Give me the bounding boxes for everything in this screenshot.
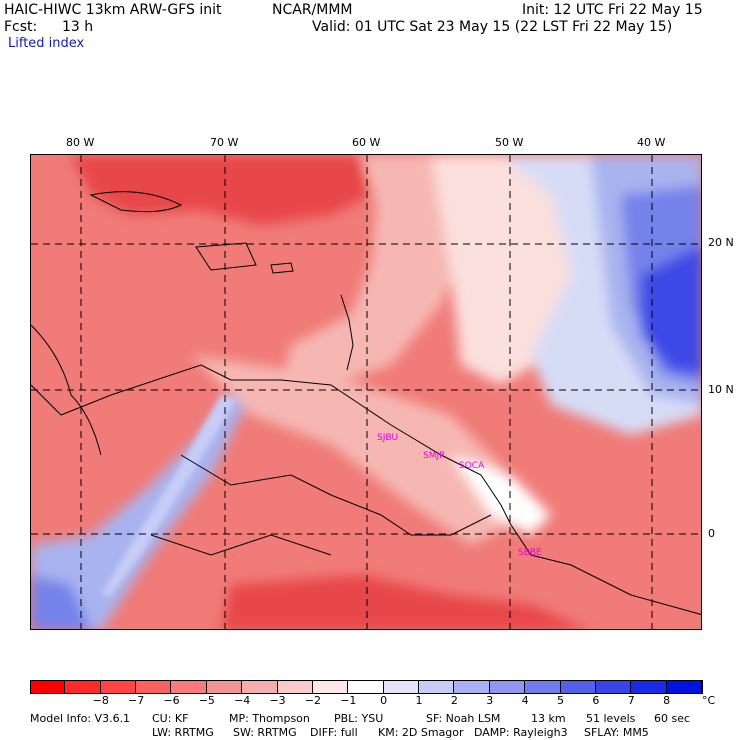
colorbar-cell [206, 681, 243, 693]
lat-label-20n: 20 N [708, 236, 734, 249]
footer-pbl: PBL: YSU [334, 712, 384, 725]
colorbar-cell [383, 681, 420, 693]
lat-lon-grid [31, 155, 701, 629]
footer-cu: CU: KF [152, 712, 189, 725]
model-title: HAIC-HIWC 13km ARW-GFS init [4, 2, 222, 18]
lon-label-60w: 60 W [352, 136, 381, 149]
footer-diff: DIFF: full [310, 726, 358, 739]
colorbar-tick-label: 2 [450, 694, 458, 707]
lon-label-80w: 80 W [66, 136, 95, 149]
colorbar-cell [277, 681, 313, 693]
colorbar-tick-label: 0 [380, 694, 388, 707]
colorbar-cell [666, 681, 702, 693]
pale-zone-b [191, 355, 511, 545]
colorbar-tick-label: −1 [340, 694, 357, 707]
footer-sw: SW: RRTMG [233, 726, 297, 739]
colorbar-cell [100, 681, 137, 693]
lon-label-70w: 70 W [210, 136, 239, 149]
deep-red-north [71, 155, 371, 225]
station-label: SBBE [518, 548, 542, 558]
colorbar-cell [631, 681, 667, 693]
colorbar-tick-label: −8 [92, 694, 109, 707]
south-america-north-coast [31, 364, 701, 615]
pale-zone-d [451, 455, 551, 535]
lat-label-10n: 10 N [708, 383, 734, 396]
forecast-hour: 13 h [62, 19, 94, 35]
colorbar-tick-label: −5 [198, 694, 215, 707]
footer-damp: DAMP: Rayleigh3 [474, 726, 568, 739]
colorbar-cell [171, 681, 207, 693]
footer-model-info: Model Info: V3.6.1 [30, 712, 131, 725]
colorbar-tick-label: 8 [663, 694, 671, 707]
colorbar-cell [136, 681, 172, 693]
colorbar-tick-label: 6 [592, 694, 600, 707]
cuba-coast [89, 191, 183, 213]
footer-mp: MP: Thompson [229, 712, 310, 725]
field-shading [31, 155, 701, 629]
colorbar-tick-label: 3 [486, 694, 494, 707]
lesser-antilles [340, 294, 354, 371]
colorbar-cell [65, 681, 101, 693]
colorbar-tick-label: −3 [269, 694, 286, 707]
init-time: Init: 12 UTC Fri 22 May 15 [522, 2, 703, 18]
colorbar-tick-label: −4 [234, 694, 251, 707]
forecast-label: Fcst: [4, 19, 38, 35]
colorbar-unit: °C [702, 694, 716, 707]
colorbar-cell [419, 681, 455, 693]
footer-km: KM: 2D Smagor [378, 726, 464, 739]
lon-label-50w: 50 W [495, 136, 524, 149]
station-label: SOCA [459, 461, 485, 471]
coastlines [31, 191, 701, 615]
org-label: NCAR/MMM [272, 2, 353, 18]
colorbar-cell [242, 681, 278, 693]
footer-resolution: 13 km [531, 712, 566, 725]
colorbar-cell [595, 681, 632, 693]
field-name: Lifted index [8, 36, 85, 51]
station-label: SJBU [377, 433, 399, 443]
station-label: SMJP [423, 451, 445, 461]
central-america-coast [31, 324, 102, 456]
footer-lw: LW: RRTMG [152, 726, 214, 739]
colorbar-cell [525, 681, 561, 693]
pale-zone-a [281, 155, 471, 385]
colorbar-cell [489, 681, 526, 693]
colorbar-cell [30, 681, 66, 693]
colorbar-tick-label: 1 [415, 694, 423, 707]
colorbar-tick-label: −2 [304, 694, 322, 707]
lifted-index-map [30, 154, 702, 630]
lat-label-0: 0 [708, 527, 715, 540]
colorbar-frame [30, 680, 703, 694]
footer-sf: SF: Noah LSM [426, 712, 501, 725]
lon-label-40w: 40 W [637, 136, 666, 149]
colorbar-cell [348, 681, 384, 693]
valid-time: Valid: 01 UTC Sat 23 May 15 (22 LST Fri … [312, 19, 673, 35]
andes-band [101, 395, 236, 595]
colorbar-tick-label: −6 [163, 694, 180, 707]
colorbar-cell [312, 681, 349, 693]
colorbar-tick-label: −7 [127, 694, 145, 707]
colorbar-tick-label: 4 [521, 694, 529, 707]
colorbar-cell [454, 681, 490, 693]
colorbar-tick-label: 7 [627, 694, 635, 707]
footer-levels: 51 levels [586, 712, 636, 725]
borders-interior [180, 454, 492, 536]
footer-sflay: SFLAY: MM5 [584, 726, 649, 739]
deep-blue-core [641, 245, 701, 375]
hispaniola-coast [195, 242, 257, 271]
blue-southwest-core [31, 575, 91, 629]
colorbar-cell [560, 681, 596, 693]
footer-timestep: 60 sec [654, 712, 691, 725]
puerto-rico-coast [270, 262, 294, 274]
deep-red-south [221, 575, 587, 629]
borders-interior-2 [150, 534, 332, 556]
colorbar-tick-label: 5 [557, 694, 565, 707]
